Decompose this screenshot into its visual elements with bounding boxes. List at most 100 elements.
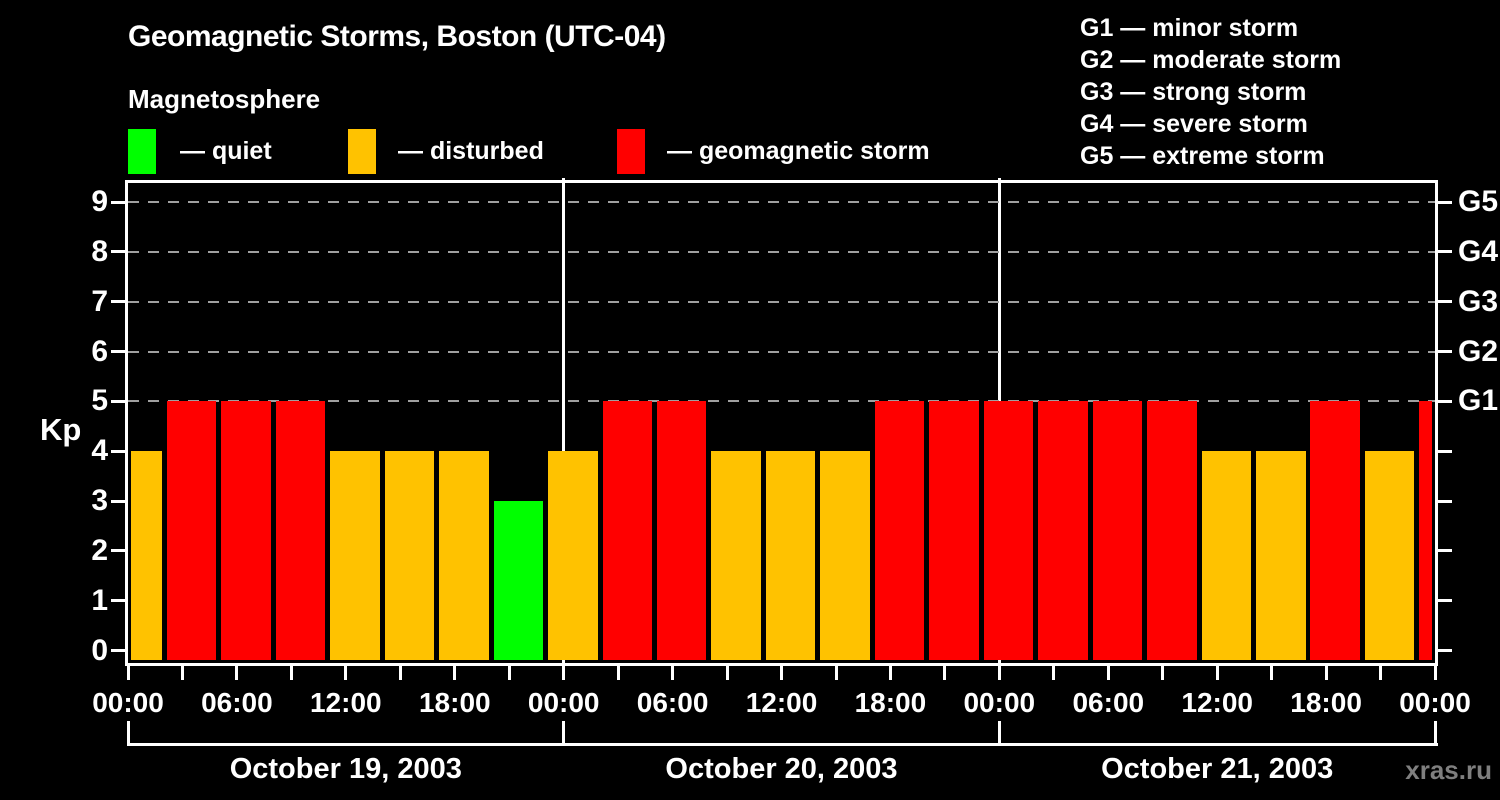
x-axis-tick: [453, 666, 457, 680]
kp-bar: [983, 401, 1034, 660]
kp-bar: [1364, 451, 1415, 660]
watermark: xras.ru: [1405, 755, 1492, 785]
right-axis-label-g5: G5: [1458, 185, 1499, 218]
x-axis-tick: [1433, 666, 1437, 680]
g3-legend-line: G3 — strong storm: [1080, 78, 1307, 106]
x-axis-tick: [943, 666, 947, 680]
y-axis-label: 1: [91, 583, 108, 617]
y-axis-tick-left: [111, 350, 125, 353]
y-axis-tick-right: [1438, 250, 1452, 254]
storm-legend-label: — geomagnetic storm: [667, 137, 930, 165]
x-axis-tick: [1161, 666, 1165, 680]
x-axis-time-label: 12:00: [309, 687, 382, 718]
y-axis-label: 9: [91, 185, 108, 218]
quiet-legend-swatch: [128, 129, 156, 174]
kp-bar: [765, 451, 816, 660]
y-axis-title: Kp: [40, 412, 82, 447]
right-axis-label-g2: G2: [1458, 334, 1499, 368]
x-axis-tick: [181, 666, 184, 680]
kp-bar: [711, 451, 761, 660]
y-axis-tick-right: [1438, 200, 1452, 204]
y-axis-tick-left: [111, 449, 125, 453]
gridline-kp9: [128, 201, 1435, 203]
x-axis-time-label: 06:00: [636, 687, 709, 718]
x-axis-time-label: 18:00: [418, 687, 491, 718]
g-scale-legend: G1 — minor storm G2 — moderate storm G3 …: [1080, 12, 1341, 172]
date-bracket-tick: [126, 721, 130, 746]
g5-legend-line: G5 — extreme storm: [1080, 142, 1325, 170]
g4-legend-line: G4 — severe storm: [1080, 110, 1308, 138]
g2-legend-line: G2 — moderate storm: [1080, 46, 1342, 74]
kp-bar: [166, 401, 217, 660]
y-axis-label: 2: [91, 533, 108, 567]
date-bracket-tick: [997, 721, 1001, 746]
x-axis-tick: [671, 666, 675, 680]
date-bracket-line: [128, 743, 1438, 746]
x-axis-tick: [289, 666, 293, 680]
x-axis-time-label: 12:00: [1181, 687, 1253, 718]
x-axis-time-label: 00:00: [1399, 687, 1471, 718]
x-axis-time-label: 06:00: [201, 687, 273, 718]
x-axis-tick: [507, 666, 511, 680]
kp-bar: [602, 401, 652, 660]
kp-bar: [384, 451, 435, 660]
right-axis-label-g3: G3: [1458, 284, 1499, 318]
y-axis-label: 0: [91, 633, 108, 667]
kp-bar: [820, 451, 870, 660]
right-axis-label-g4: G4: [1458, 234, 1499, 268]
page-title: Geomagnetic Storms, Boston (UTC-04): [128, 20, 666, 53]
y-axis-tick-right: [1438, 300, 1452, 304]
chart-subtitle: Magnetosphere: [128, 84, 321, 114]
y-axis-tick-right: [1438, 399, 1452, 403]
x-axis-tick: [126, 666, 130, 680]
kp-bar: [439, 451, 489, 660]
gridline-kp5: [128, 400, 1435, 403]
kp-bar: [330, 451, 380, 660]
kp-bar: [548, 451, 598, 660]
y-axis-tick-left: [111, 300, 125, 304]
kp-bar: [1147, 401, 1197, 660]
right-axis-label-g1: G1: [1458, 384, 1499, 418]
y-axis-tick-left: [111, 399, 125, 403]
x-axis-tick: [888, 666, 892, 680]
x-axis-tick: [562, 666, 566, 680]
y-axis-label: 6: [91, 334, 108, 368]
g1-legend-line: G1 — minor storm: [1080, 14, 1299, 42]
x-axis-tick: [1379, 666, 1382, 680]
quiet-legend-label: — quiet: [180, 137, 272, 165]
y-axis-tick-right: [1438, 449, 1452, 453]
x-axis-tick: [1052, 666, 1056, 680]
x-axis-time-label: 00:00: [92, 687, 164, 718]
plot-area: [128, 178, 1435, 663]
gridline-kp6: [128, 350, 1435, 353]
x-axis-tick: [1106, 666, 1110, 680]
kp-bar: [1419, 401, 1433, 660]
kp-bar: [493, 501, 544, 660]
kp-bar: [1038, 401, 1088, 660]
kp-bar: [1256, 451, 1306, 660]
x-axis-time-label: 00:00: [963, 687, 1036, 718]
date-bracket-tick: [1433, 721, 1437, 746]
y-axis-label: 3: [91, 484, 108, 517]
disturbed-legend-swatch: [348, 129, 376, 174]
kp-bar: [221, 401, 271, 660]
kp-bar: [130, 451, 162, 660]
y-axis-tick-left: [111, 649, 125, 652]
x-axis-time-label: 18:00: [1290, 687, 1362, 718]
x-axis-time-label: 00:00: [527, 687, 600, 718]
x-axis-time-label: 12:00: [745, 687, 818, 718]
x-axis-tick: [725, 666, 729, 680]
day-boundary-line: [562, 178, 566, 663]
y-axis-tick-left: [111, 250, 125, 254]
kp-bar: [1310, 401, 1360, 660]
storm-legend-swatch: [617, 129, 645, 174]
x-axis-tick: [398, 666, 402, 680]
y-axis-tick-right: [1438, 499, 1452, 503]
y-axis-label: 8: [91, 234, 108, 268]
y-axis-tick-left: [111, 549, 125, 553]
kp-bar: [1092, 401, 1143, 660]
y-axis-tick-right: [1438, 350, 1452, 353]
kp-bar: [656, 401, 707, 660]
gridline-kp8: [128, 250, 1435, 253]
